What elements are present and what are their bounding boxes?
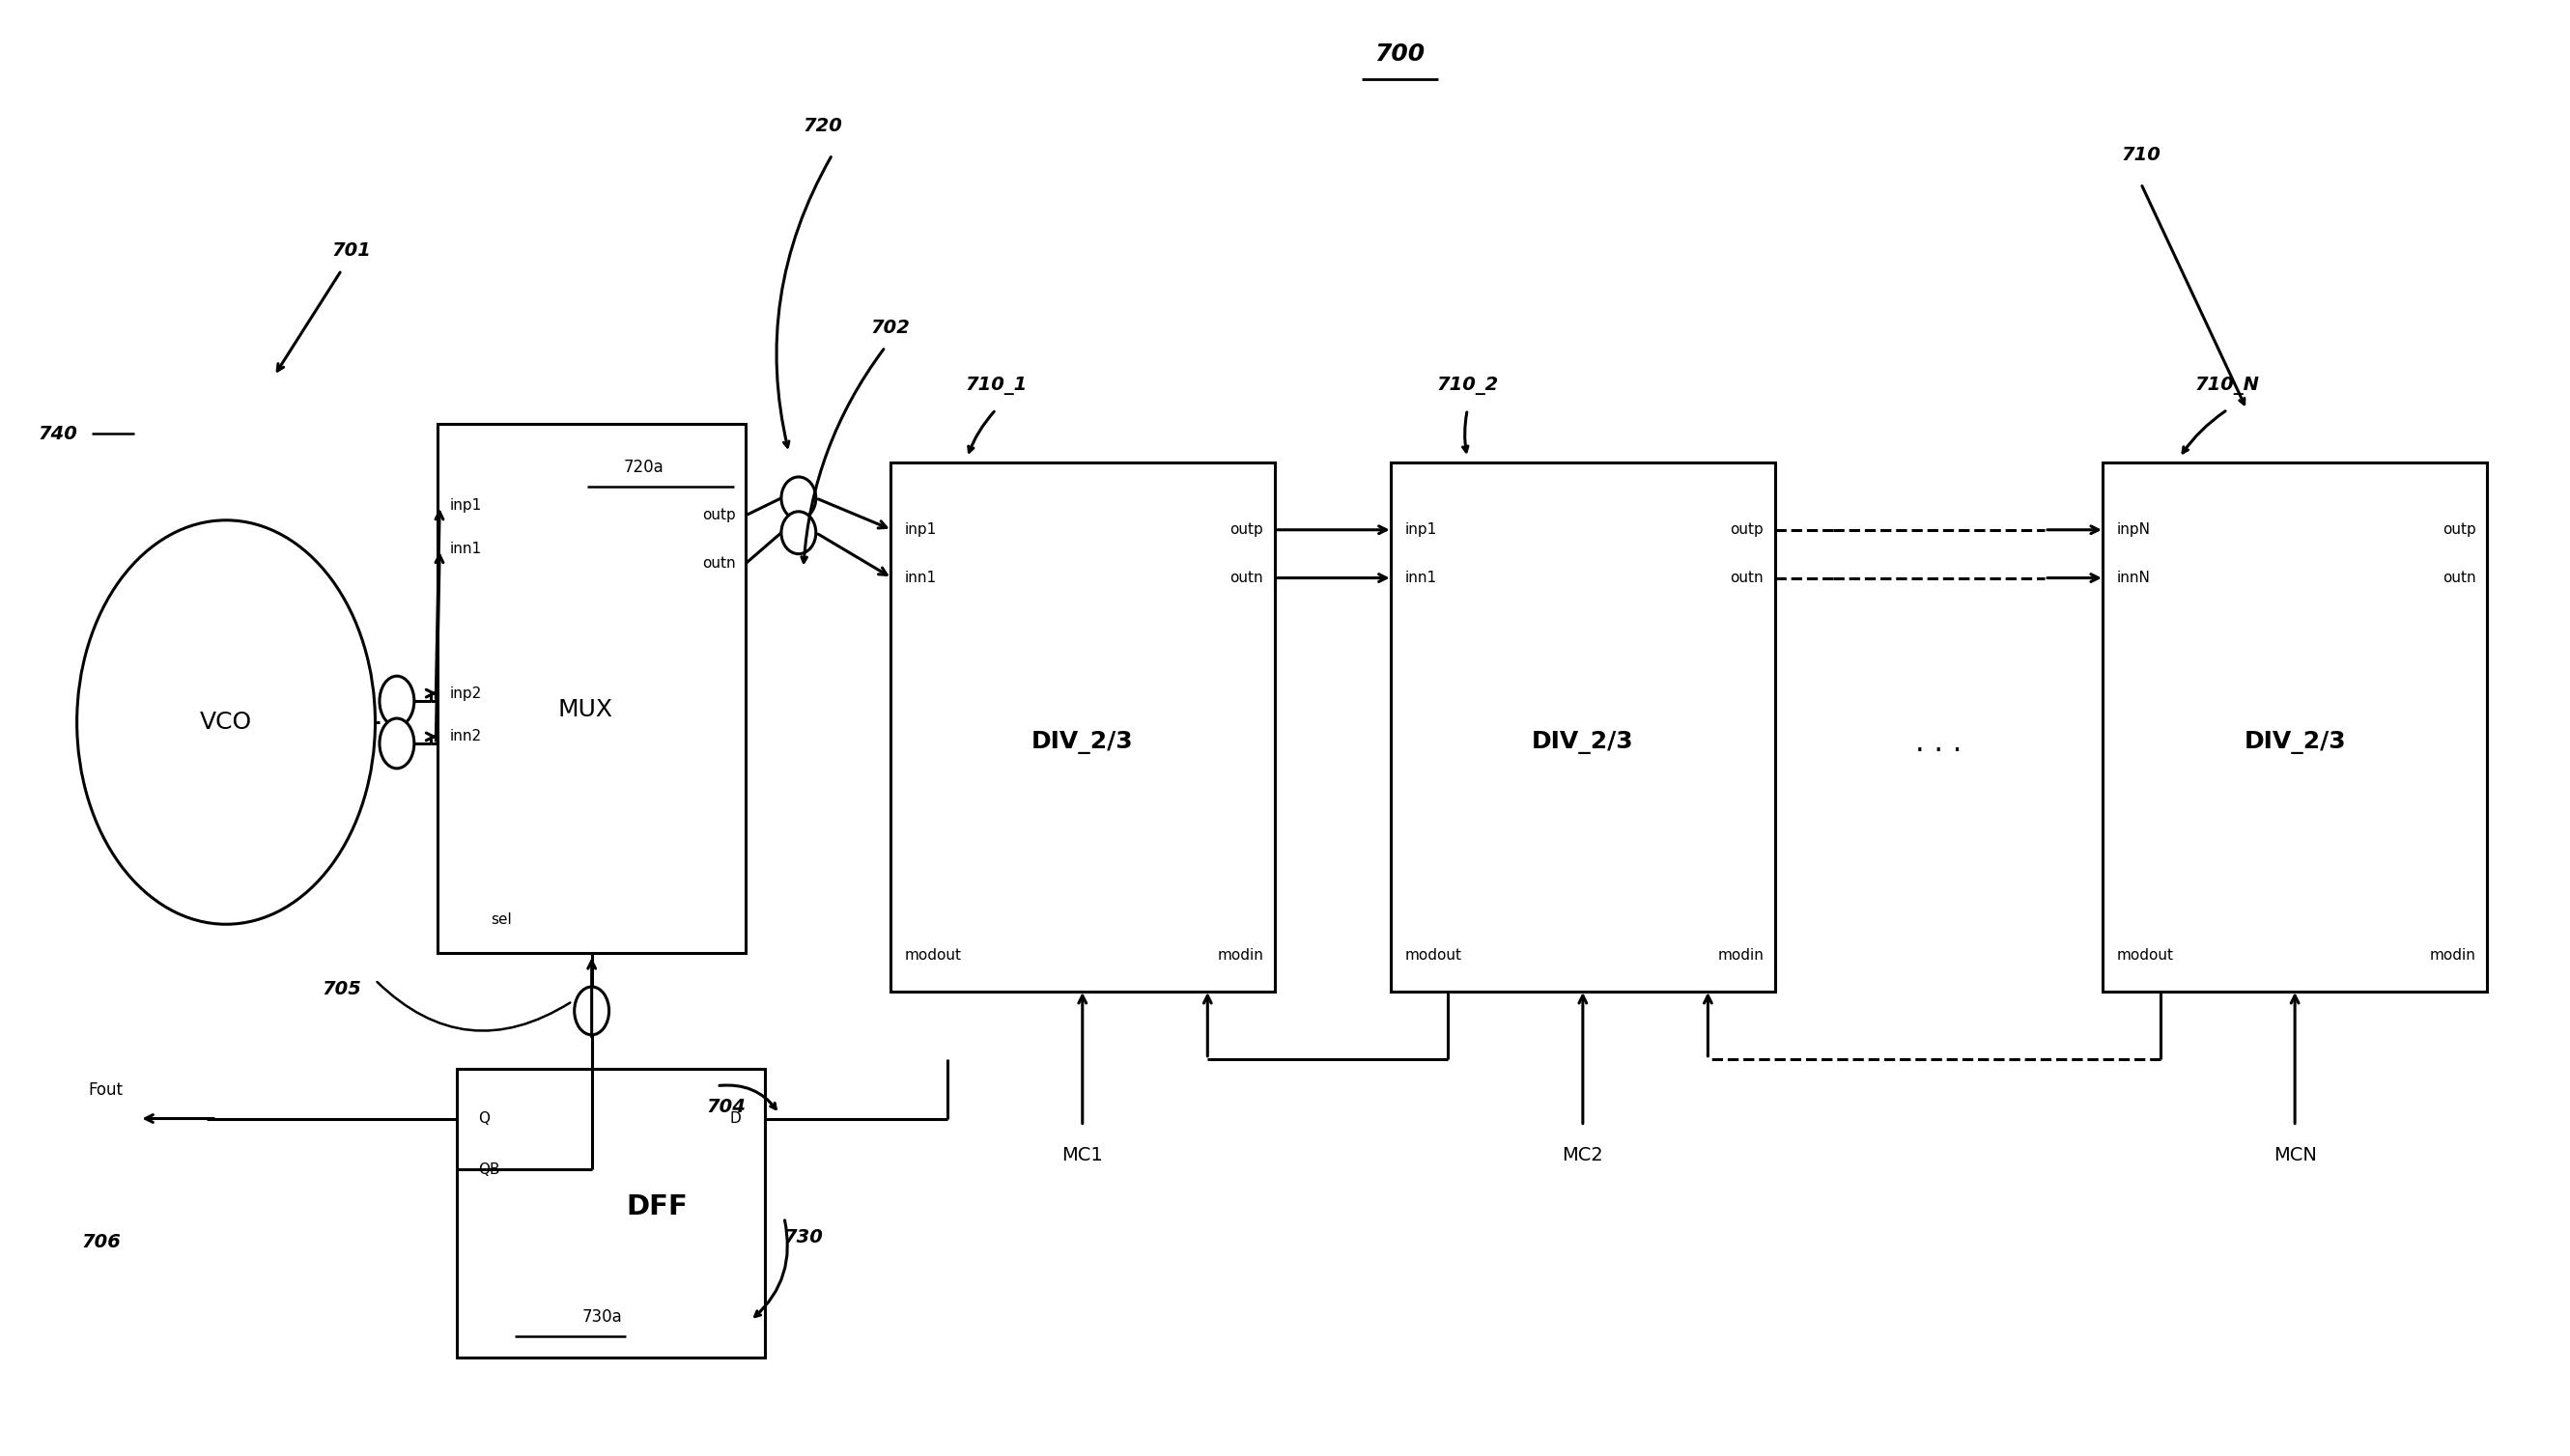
Text: inp1: inp1 [905,523,935,537]
Text: 700: 700 [1375,42,1426,66]
Ellipse shape [380,676,414,727]
Text: 710_2: 710_2 [1437,376,1498,395]
Text: outn: outn [1730,571,1763,585]
Text: outp: outp [1730,523,1763,537]
Text: sel: sel [491,913,511,926]
Text: innN: innN [2118,571,2151,585]
Text: outn: outn [2442,571,2475,585]
Text: MC1: MC1 [1061,1146,1103,1165]
Ellipse shape [380,718,414,769]
Text: 702: 702 [871,319,910,336]
Ellipse shape [781,511,815,553]
Text: DIV_2/3: DIV_2/3 [2244,731,2346,754]
Text: 710: 710 [2120,146,2161,165]
Text: modout: modout [2118,948,2174,962]
Text: 705: 705 [321,980,362,999]
Text: outp: outp [702,508,735,523]
Text: inn1: inn1 [450,542,481,556]
Text: Fout: Fout [87,1080,123,1098]
Text: 710_1: 710_1 [964,376,1028,395]
Text: 730a: 730a [581,1307,622,1325]
Text: inp1: inp1 [450,498,481,513]
Ellipse shape [573,987,609,1035]
Text: modout: modout [905,948,961,962]
Ellipse shape [77,520,375,925]
Bar [1390,463,1776,992]
Text: MC2: MC2 [1563,1146,1604,1165]
Text: modin: modin [1717,948,1763,962]
Text: inn1: inn1 [905,571,935,585]
Text: DIV_2/3: DIV_2/3 [1532,731,1635,754]
Text: DFF: DFF [627,1194,689,1220]
Ellipse shape [781,478,815,520]
Text: inp2: inp2 [450,686,481,700]
Text: 701: 701 [332,242,370,261]
Text: modout: modout [1406,948,1462,962]
Text: VCO: VCO [200,711,252,734]
Text: inp1: inp1 [1406,523,1437,537]
Text: 730: 730 [784,1227,822,1246]
Text: modin: modin [1218,948,1264,962]
Text: inn1: inn1 [1406,571,1437,585]
Text: 704: 704 [707,1098,745,1117]
Bar [437,424,745,954]
Text: 710_N: 710_N [2195,376,2259,395]
Text: . . .: . . . [1915,729,1963,757]
Text: QB: QB [478,1162,501,1176]
Text: outn: outn [1231,571,1264,585]
Text: MCN: MCN [2274,1146,2316,1165]
Text: inn2: inn2 [450,729,481,744]
Text: MUX: MUX [558,697,614,721]
Text: 720a: 720a [625,459,663,476]
Text: 720: 720 [802,116,843,135]
Text: inpN: inpN [2118,523,2151,537]
Text: DIV_2/3: DIV_2/3 [1031,731,1133,754]
Bar [889,463,1275,992]
Text: 706: 706 [82,1233,121,1251]
Text: 740: 740 [39,425,77,443]
Text: outp: outp [2442,523,2475,537]
Text: modin: modin [2429,948,2475,962]
Bar [2102,463,2488,992]
Text: Q: Q [478,1111,491,1125]
Text: outn: outn [702,556,735,571]
Text: outp: outp [1231,523,1264,537]
Text: D: D [730,1111,740,1125]
Bar [457,1069,766,1357]
